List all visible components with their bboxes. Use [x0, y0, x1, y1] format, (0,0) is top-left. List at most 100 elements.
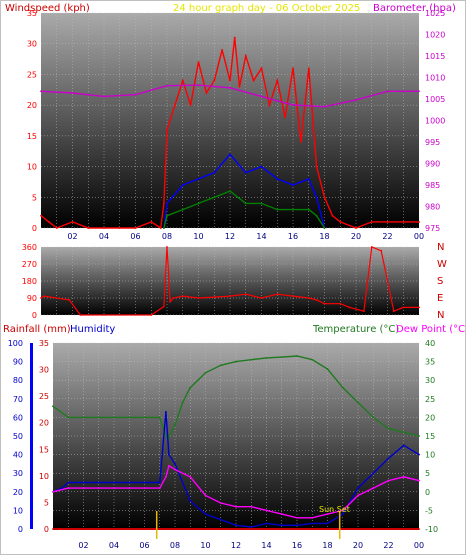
humidity-line-point — [387, 457, 390, 460]
barometer-line-point — [323, 105, 326, 108]
x-tick-label: 06 — [130, 232, 140, 241]
windspeed-line-point — [221, 48, 224, 51]
x-tick-label: 04 — [109, 541, 119, 550]
temperature-tick-label: 30 — [425, 376, 435, 385]
gust-line-point — [244, 171, 247, 174]
dewpoint-line-point — [164, 476, 167, 478]
barometer-line-point — [386, 90, 389, 93]
dewpoint-line-point — [158, 487, 161, 489]
wind-direction-line-point — [418, 306, 420, 309]
barometer-tick-label: 1025 — [425, 9, 445, 18]
temperature-line-point — [296, 355, 298, 357]
windspeed-tick-label: 30 — [27, 40, 37, 49]
wind-direction-line — [40, 246, 419, 316]
gust-line-point — [315, 196, 318, 199]
average-line-point — [244, 202, 247, 205]
humidity-line-point — [402, 444, 405, 447]
compass-letters: N W S E N — [437, 242, 447, 321]
humidity-line-point — [204, 513, 207, 516]
dewpoint-line-point — [204, 494, 207, 497]
dewpoint-line-point — [235, 505, 237, 508]
wind-direction-line-point — [362, 310, 365, 313]
wind-direction-line-point — [40, 297, 42, 299]
dewpoint-line-point — [357, 494, 359, 497]
graph-title: 24 hour graph day - 06 October 2025 — [173, 3, 360, 14]
barometer-axis-label: Barometer (hpa) — [373, 3, 456, 14]
windspeed-tick-label: 35 — [27, 9, 37, 18]
temperature-tick-label: 20 — [425, 413, 435, 422]
windspeed-line-point — [118, 227, 121, 229]
windspeed-line-point — [229, 79, 231, 82]
humidity-line-point — [372, 472, 375, 475]
temperature-tick-label: 35 — [425, 358, 435, 367]
wind-direction-tick-label: 180 — [22, 277, 37, 286]
temperature-line-point — [341, 386, 344, 389]
dewpoint-line-point — [189, 476, 192, 478]
windspeed-line-point — [402, 220, 405, 223]
temperature-line-point — [189, 386, 192, 389]
average-line-point — [166, 214, 168, 217]
compass-letter-e: E — [437, 293, 443, 304]
windspeed-tick-label: 10 — [27, 163, 37, 172]
wind-direction-line-point — [392, 310, 395, 313]
humidity-line-point — [164, 410, 167, 413]
barometer-line-point — [166, 84, 168, 87]
temperature-line-point — [158, 416, 161, 419]
humidity-line-point — [168, 453, 170, 456]
temperature-line-point — [174, 423, 176, 426]
humidity-line-point — [158, 481, 161, 484]
windspeed-line-point — [71, 220, 74, 223]
wind-direction-axis-ticks: 0 90 180 270 360 — [22, 243, 37, 320]
windspeed-axis-label: Windspeed (kph) — [5, 3, 90, 14]
humidity-line-point — [280, 524, 283, 527]
wind-direction-tick-label: 360 — [22, 243, 37, 252]
windspeed-line-point — [40, 214, 42, 217]
windspeed-line-point — [181, 79, 184, 82]
dewpoint-line-point — [113, 487, 115, 489]
x-tick-label: 20 — [353, 541, 363, 550]
humidity-tick-label: 40 — [13, 451, 23, 460]
temperature-line-point — [418, 435, 420, 437]
windspeed-line-point — [323, 196, 326, 199]
windspeed-line-point — [331, 214, 334, 217]
temperature-line-point — [372, 416, 375, 419]
x-tick-label: 00 — [414, 232, 424, 241]
barometer-line-point — [40, 90, 42, 93]
windspeed-line-point — [276, 79, 279, 82]
humidity-tick-label: 0 — [18, 525, 23, 534]
humidity-line-point — [143, 481, 146, 484]
average-line-point — [229, 190, 231, 193]
temperature-line-point — [311, 358, 314, 361]
barometer-line-point — [71, 92, 74, 94]
x-tick-label: 10 — [200, 541, 210, 550]
temperature-line-point — [97, 416, 100, 419]
dewpoint-line-point — [402, 476, 405, 478]
dewpoint-line-point — [128, 487, 131, 489]
compass-letter-s: S — [437, 276, 443, 287]
wind-direction-line-point — [402, 306, 405, 309]
humidity-tick-label: 60 — [13, 413, 23, 422]
windspeed-line-point — [162, 202, 165, 205]
humidity-tick-label: 70 — [13, 395, 23, 404]
windspeed-line-point — [339, 220, 342, 223]
gust-line-point — [213, 171, 216, 174]
windspeed-line-point — [197, 61, 200, 64]
temperature-axis-ticks: -10 -5 0 5 10 15 20 25 30 35 40 — [425, 339, 438, 534]
wind-direction-line-point — [172, 297, 175, 299]
barometer-tick-label: 1020 — [425, 31, 445, 40]
humidity-tick-label: 50 — [13, 432, 23, 441]
x-tick-label: 22 — [383, 541, 393, 550]
wind-direction-line-point — [348, 306, 351, 309]
barometer-tick-label: 980 — [425, 203, 440, 212]
x-tick-label: 14 — [261, 541, 271, 550]
compass-letter-n-bottom: N — [437, 310, 444, 321]
temperature-line-point — [250, 358, 253, 361]
barometer-line-point — [103, 95, 105, 98]
sun-set-label: Sun Set — [319, 505, 350, 514]
windspeed-tick-label: 0 — [32, 224, 37, 233]
humidity-line-point — [82, 481, 85, 484]
rainfall-tick-label: 0 — [44, 525, 49, 534]
x-tick-label: 06 — [139, 541, 149, 550]
